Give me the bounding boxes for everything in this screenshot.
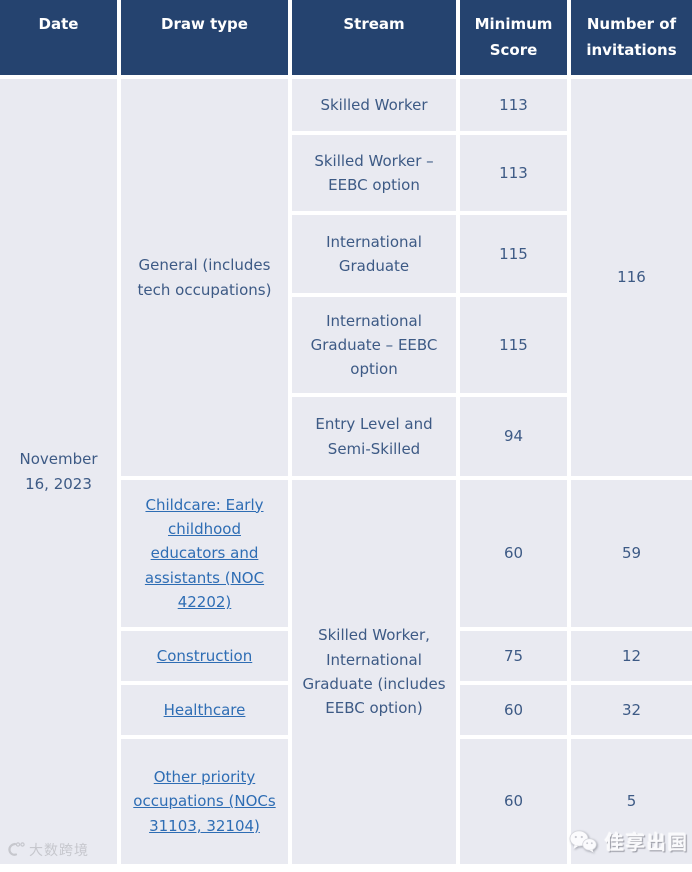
- score-cell: 75: [460, 631, 567, 681]
- draw-type-other-priority-cell: Other priority occupations (NOCs 31103, …: [121, 739, 288, 864]
- other-priority-occupations-link[interactable]: Other priority occupations (NOCs 31103, …: [133, 768, 276, 835]
- draw-type-general-cell: General (includes tech occupations): [121, 79, 288, 476]
- draw-type-childcare-cell: Childcare: Early childhood educators and…: [121, 480, 288, 627]
- header-row: Date Draw type Stream Minimum Score Numb…: [0, 0, 692, 75]
- score-cell: 60: [460, 685, 567, 735]
- invitations-cell: 12: [571, 631, 692, 681]
- invitations-cell: 5: [571, 739, 692, 864]
- column-header-date: Date: [0, 0, 117, 75]
- table-row: International Graduate 115: [0, 215, 692, 293]
- stream-skilled-worker-eebc-cell: Skilled Worker – EEBC option: [292, 135, 456, 211]
- score-cell: 113: [460, 79, 567, 131]
- construction-link[interactable]: Construction: [156, 646, 253, 665]
- childcare-link[interactable]: Childcare: Early childhood educators and…: [144, 495, 265, 611]
- invitations-general-cell: 116: [571, 79, 692, 476]
- table-row: Childcare: Early childhood educators and…: [0, 480, 692, 864]
- invitations-cell: 59: [571, 480, 692, 627]
- table-row: November 16, 2023 General (includes tech…: [0, 79, 692, 864]
- table-row: Entry Level and Semi-Skilled 94: [0, 397, 692, 476]
- draw-type-healthcare-cell: Healthcare: [121, 685, 288, 735]
- score-cell: 113: [460, 135, 567, 211]
- stream-international-graduate-cell: International Graduate: [292, 215, 456, 293]
- stream-skilled-worker-cell: Skilled Worker: [292, 79, 456, 131]
- column-header-minimum-score: Minimum Score: [460, 0, 567, 75]
- score-cell: 94: [460, 397, 567, 476]
- score-cell: 60: [460, 480, 567, 627]
- table-row: Other priority occupations (NOCs 31103, …: [0, 739, 692, 864]
- table-row: International Graduate – EEBC option 115: [0, 297, 692, 393]
- column-header-number-of-invitations: Number of invitations: [571, 0, 692, 75]
- column-header-stream: Stream: [292, 0, 456, 75]
- healthcare-link[interactable]: Healthcare: [163, 700, 246, 719]
- stream-international-graduate-eebc-cell: International Graduate – EEBC option: [292, 297, 456, 393]
- table-row: Healthcare 60 32: [0, 685, 692, 735]
- draw-type-construction-cell: Construction: [121, 631, 288, 681]
- column-header-draw-type: Draw type: [121, 0, 288, 75]
- score-cell: 115: [460, 297, 567, 393]
- date-cell: November 16, 2023: [0, 79, 117, 864]
- score-cell: 60: [460, 739, 567, 864]
- stream-entry-level-cell: Entry Level and Semi-Skilled: [292, 397, 456, 476]
- invitations-cell: 32: [571, 685, 692, 735]
- table-row: Construction 75 12: [0, 631, 692, 681]
- table-row: Skilled Worker – EEBC option 113: [0, 135, 692, 211]
- stream-priority-cell: Skilled Worker, International Graduate (…: [292, 480, 456, 864]
- score-cell: 115: [460, 215, 567, 293]
